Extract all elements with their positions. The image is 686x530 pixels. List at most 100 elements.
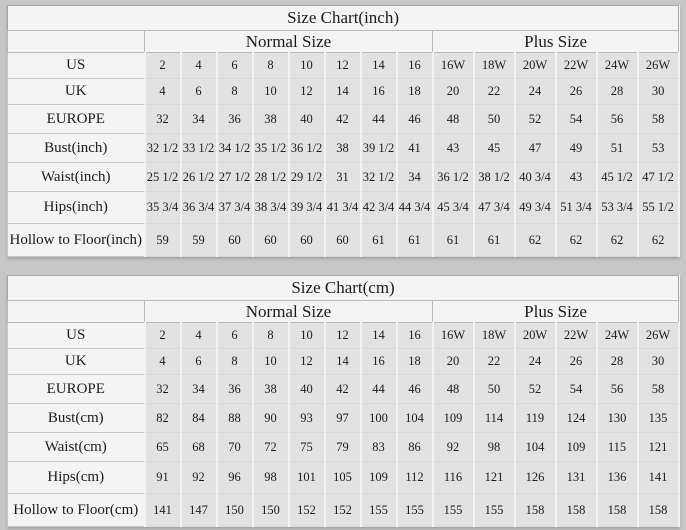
size-cell: 28 xyxy=(595,348,639,375)
size-cell: 26 1/2 xyxy=(179,162,218,192)
group-header-normal-size: Normal Size xyxy=(144,30,433,53)
size-cell: 32 xyxy=(143,374,182,404)
size-cell: 41 3/4 xyxy=(323,191,362,224)
size-cell: 116 xyxy=(431,461,475,494)
size-cell: 36 xyxy=(215,104,254,134)
table-row: Bust(inch) 32 1/2 33 1/2 34 1/2 35 1/2 36 1/2… xyxy=(7,133,680,163)
size-cell: 14 xyxy=(323,348,362,375)
size-cell: 26W xyxy=(636,52,680,79)
size-cell: 40 xyxy=(287,374,326,404)
size-cell: 18W xyxy=(472,52,516,79)
size-cell: 79 xyxy=(323,432,362,462)
table-row: US 2 4 6 8 10 12 14 16 16W 18W 20W 22W 24W 26W xyxy=(7,322,680,349)
size-cell: 68 xyxy=(179,432,218,462)
row-label: Hollow to Floor(cm) xyxy=(7,493,145,527)
size-cell: 50 xyxy=(472,104,516,134)
row-label: Hollow to Floor(inch) xyxy=(7,223,145,257)
row-label: Waist(inch) xyxy=(7,162,145,192)
size-cell: 22 xyxy=(472,348,516,375)
size-cell: 158 xyxy=(636,493,680,527)
size-cell: 35 3/4 xyxy=(143,191,182,224)
size-cell: 42 xyxy=(323,374,362,404)
group-header-plus-size: Plus Size xyxy=(431,30,680,53)
size-cell: 8 xyxy=(251,52,290,79)
size-cell: 61 xyxy=(395,223,434,257)
size-cell: 104 xyxy=(395,403,434,433)
size-cell: 16W xyxy=(431,52,475,79)
size-cell: 6 xyxy=(215,52,254,79)
size-cell: 12 xyxy=(323,52,362,79)
size-cell: 10 xyxy=(251,348,290,375)
size-cell: 105 xyxy=(323,461,362,494)
size-cell: 38 xyxy=(251,104,290,134)
size-cell: 10 xyxy=(287,52,326,79)
size-cell: 34 xyxy=(179,374,218,404)
size-cell: 158 xyxy=(513,493,557,527)
table-title: Size Chart(cm) xyxy=(7,275,679,301)
size-cell: 54 xyxy=(554,104,598,134)
size-cell: 20 xyxy=(431,78,475,105)
size-cell: 97 xyxy=(323,403,362,433)
size-cell: 16 xyxy=(395,322,434,349)
size-cell: 26W xyxy=(636,322,680,349)
size-cell: 60 xyxy=(215,223,254,257)
size-cell: 98 xyxy=(472,432,516,462)
row-label: Hips(cm) xyxy=(7,461,145,494)
size-cell: 121 xyxy=(472,461,516,494)
size-cell: 33 1/2 xyxy=(179,133,218,163)
size-cell: 10 xyxy=(251,78,290,105)
size-cell: 16W xyxy=(431,322,475,349)
size-cell: 46 xyxy=(395,374,434,404)
row-label: EUROPE xyxy=(7,374,145,404)
size-cell: 86 xyxy=(395,432,434,462)
size-cell: 96 xyxy=(215,461,254,494)
group-header-plus-size: Plus Size xyxy=(431,300,680,323)
size-cell: 38 3/4 xyxy=(251,191,290,224)
size-cell: 47 3/4 xyxy=(472,191,516,224)
size-cell: 56 xyxy=(595,104,639,134)
size-cell: 61 xyxy=(472,223,516,257)
table-row: Waist(cm) 65 68 70 72 75 79 83 86 92 98 104 109 115 12… xyxy=(7,432,680,462)
size-cell: 130 xyxy=(595,403,639,433)
size-cell: 115 xyxy=(595,432,639,462)
size-cell: 4 xyxy=(179,52,218,79)
corner-cell xyxy=(7,300,145,323)
size-cell: 121 xyxy=(636,432,680,462)
size-cell: 43 xyxy=(554,162,598,192)
size-cell: 58 xyxy=(636,374,680,404)
size-cell: 6 xyxy=(179,78,218,105)
size-cell: 36 1/2 xyxy=(287,133,326,163)
table-row: Hollow to Floor(inch) 59 59 60 60 60 60 61 61 61 6… xyxy=(7,223,680,257)
size-cell: 35 1/2 xyxy=(251,133,290,163)
size-chart-inch-table: Size Chart(inch) Normal Size Plus Size U… xyxy=(7,5,680,257)
size-cell: 40 3/4 xyxy=(513,162,557,192)
row-label: EUROPE xyxy=(7,104,145,134)
size-cell: 30 xyxy=(636,348,680,375)
size-cell: 92 xyxy=(179,461,218,494)
size-cell: 101 xyxy=(287,461,326,494)
size-cell: 51 3/4 xyxy=(554,191,598,224)
size-cell: 8 xyxy=(251,322,290,349)
size-cell: 26 xyxy=(554,78,598,105)
size-cell: 22 xyxy=(472,78,516,105)
size-cell: 90 xyxy=(251,403,290,433)
group-header-normal-size: Normal Size xyxy=(144,300,433,323)
size-cell: 88 xyxy=(215,403,254,433)
row-label: Hips(inch) xyxy=(7,191,145,224)
size-cell: 109 xyxy=(554,432,598,462)
size-cell: 4 xyxy=(143,78,182,105)
size-cell: 54 xyxy=(554,374,598,404)
size-cell: 16 xyxy=(359,78,398,105)
size-cell: 152 xyxy=(287,493,326,527)
size-cell: 32 1/2 xyxy=(359,162,398,192)
size-cell: 45 xyxy=(472,133,516,163)
table-row: EUROPE 32 34 36 38 40 42 44 46 48 50 52 54 56 58 xyxy=(7,374,680,404)
size-cell: 24W xyxy=(595,52,639,79)
size-cell: 75 xyxy=(287,432,326,462)
row-label: US xyxy=(7,52,145,79)
group-header-row: Normal Size Plus Size xyxy=(7,300,680,323)
size-cell: 62 xyxy=(595,223,639,257)
size-cell: 27 1/2 xyxy=(215,162,254,192)
size-cell: 12 xyxy=(323,322,362,349)
